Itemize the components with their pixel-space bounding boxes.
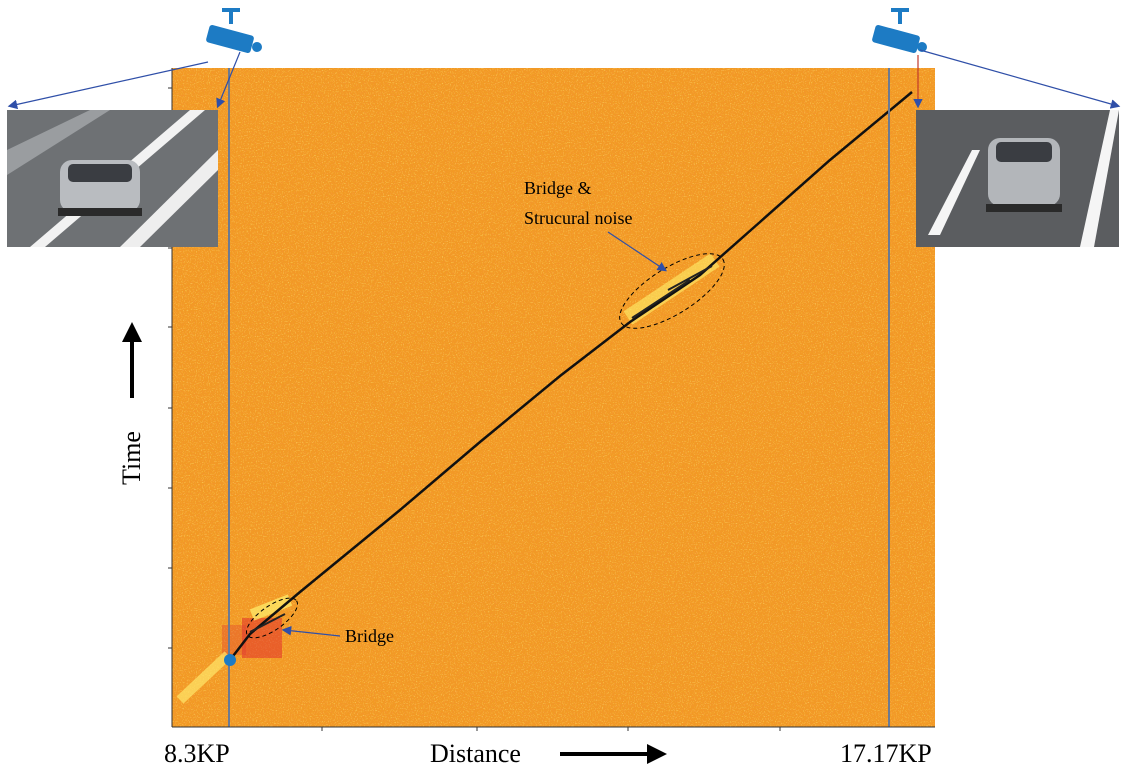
start-point (224, 654, 236, 666)
x-start-label: 8.3KP (164, 739, 230, 768)
bridge-ellipse (619, 253, 725, 329)
annotation: Bridge & (524, 178, 592, 198)
trajectory-branch (249, 265, 713, 633)
x-axis-title: Distance (430, 739, 521, 768)
annotation: Strucural noise (524, 208, 632, 228)
annotation-arrow (607, 231, 667, 272)
annotation: Bridge (345, 626, 394, 646)
bridge-ellipse (245, 597, 299, 639)
trajectory (229, 91, 913, 661)
x-end-label: 17.17KP (840, 739, 932, 768)
camera-icon (206, 8, 262, 53)
view-arrow (216, 51, 241, 109)
camera-icon (872, 8, 927, 53)
view-arrow (919, 49, 1121, 109)
camera-photo (916, 110, 1119, 247)
heatmap (172, 68, 935, 727)
camera-photo (7, 110, 218, 247)
y-axis-title: Time (117, 431, 146, 485)
annotation-arrow (281, 625, 341, 637)
view-arrow (7, 61, 209, 110)
